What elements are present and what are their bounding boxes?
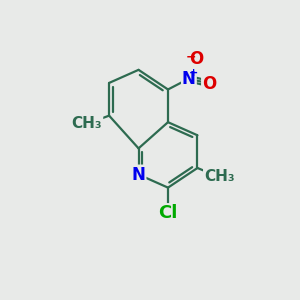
Text: −: − xyxy=(186,50,196,63)
Text: Cl: Cl xyxy=(158,204,178,222)
Text: CH₃: CH₃ xyxy=(204,169,235,184)
Text: CH₃: CH₃ xyxy=(72,116,102,131)
Text: O: O xyxy=(202,75,216,93)
Text: N: N xyxy=(182,70,196,88)
Text: O: O xyxy=(189,50,204,68)
Text: +: + xyxy=(189,68,198,78)
Text: N: N xyxy=(132,166,145,184)
